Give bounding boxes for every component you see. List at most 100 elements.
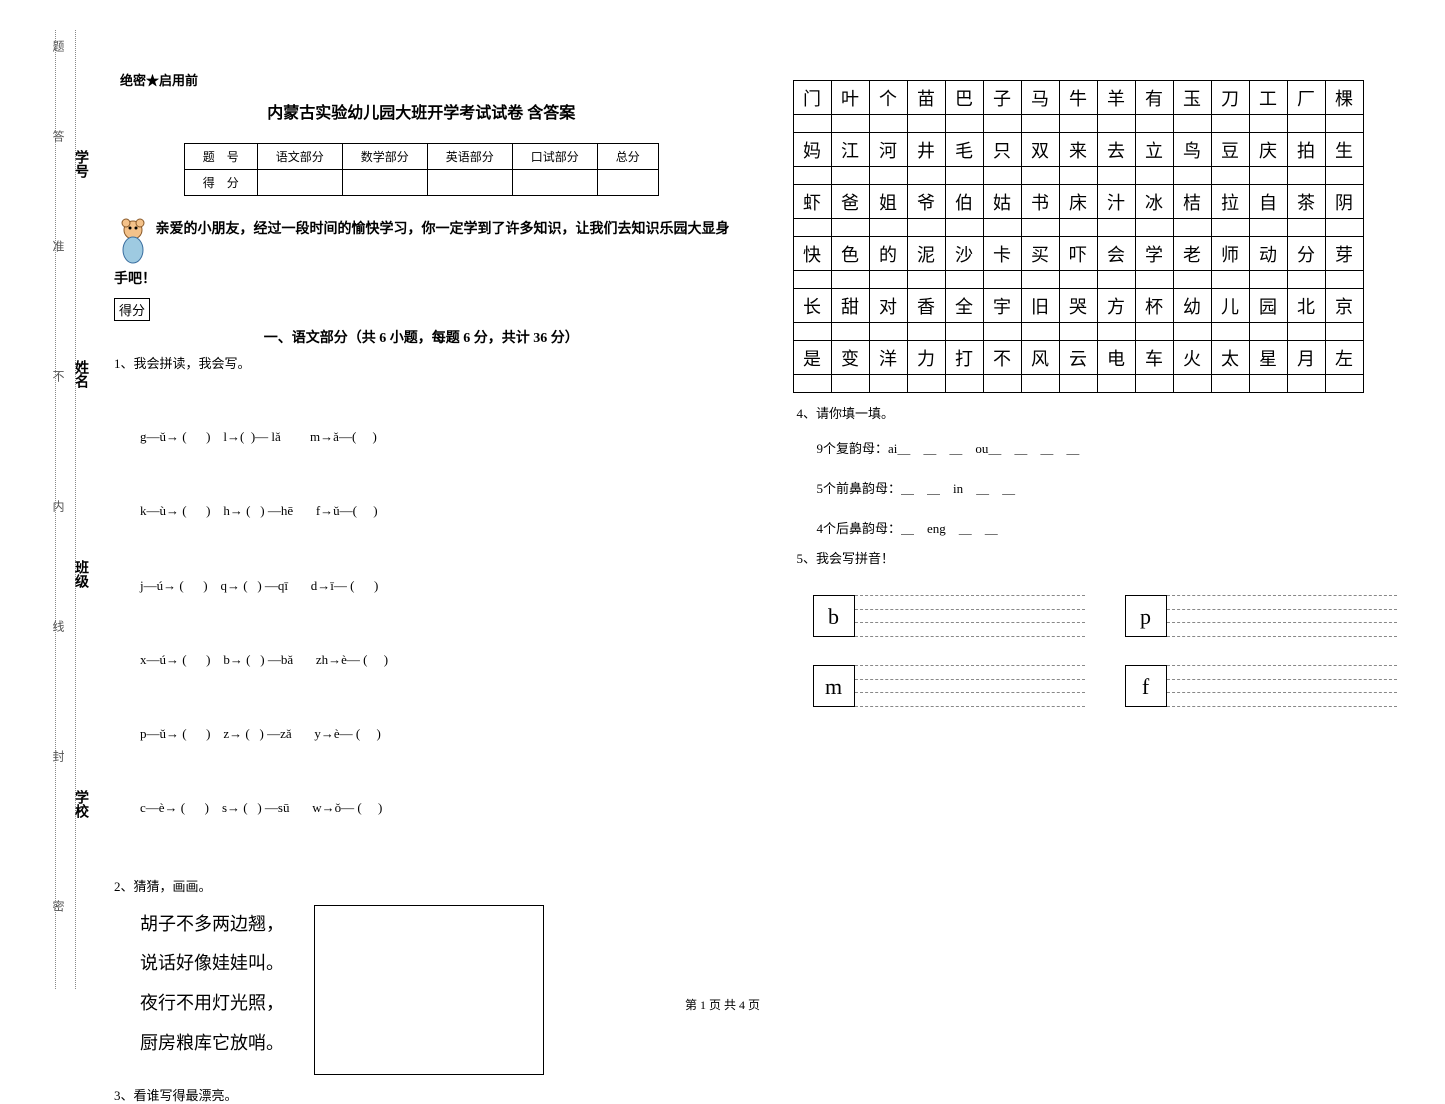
char-cell: 河 bbox=[869, 133, 907, 167]
char-cell: 爸 bbox=[831, 185, 869, 219]
table-gap-row bbox=[793, 323, 1363, 341]
pinyin-write-unit: m bbox=[813, 665, 1085, 707]
char-cell: 芽 bbox=[1325, 237, 1363, 271]
th: 数学部分 bbox=[342, 144, 427, 170]
char-cell: 牛 bbox=[1059, 81, 1097, 115]
pinyin-exercises: g—ǔ→ ( ) l→( )— lǎ m→ǎ—( ) k—ù→ ( ) h→ (… bbox=[140, 376, 733, 870]
question-2: 2、猜猜，画画。 bbox=[114, 876, 733, 895]
char-cell: 书 bbox=[1021, 185, 1059, 219]
char-cell: 洋 bbox=[869, 341, 907, 375]
char-cell: 打 bbox=[945, 341, 983, 375]
char-cell: 个 bbox=[869, 81, 907, 115]
char-cell: 京 bbox=[1325, 289, 1363, 323]
margin-field-label: 学校 bbox=[70, 790, 90, 818]
pinyin-write-unit: p bbox=[1125, 595, 1397, 637]
char-cell: 立 bbox=[1135, 133, 1173, 167]
row-label: 得 分 bbox=[184, 170, 257, 196]
char-cell: 买 bbox=[1021, 237, 1059, 271]
margin-label: 不 bbox=[50, 370, 67, 382]
char-cell: 沙 bbox=[945, 237, 983, 271]
question-5: 5、我会写拼音！ bbox=[797, 548, 1416, 567]
bear-icon bbox=[114, 216, 152, 266]
char-cell: 叶 bbox=[831, 81, 869, 115]
letter-box: p bbox=[1125, 595, 1167, 637]
char-cell: 北 bbox=[1287, 289, 1325, 323]
char-cell: 师 bbox=[1211, 237, 1249, 271]
table-gap-row bbox=[793, 375, 1363, 393]
section-heading: 一、语文部分（共 6 小题，每题 6 分，共计 36 分） bbox=[110, 327, 733, 347]
char-cell: 庆 bbox=[1249, 133, 1287, 167]
char-cell: 杯 bbox=[1135, 289, 1173, 323]
table-gap-row bbox=[793, 115, 1363, 133]
char-cell: 姑 bbox=[983, 185, 1021, 219]
char-cell: 学 bbox=[1135, 237, 1173, 271]
char-cell: 有 bbox=[1135, 81, 1173, 115]
char-cell: 井 bbox=[907, 133, 945, 167]
table-gap-row bbox=[793, 219, 1363, 237]
char-cell: 阴 bbox=[1325, 185, 1363, 219]
pinyin-row: k—ù→ ( ) h→ ( ) —hē f→ǔ—( ) bbox=[140, 499, 733, 524]
char-cell: 宇 bbox=[983, 289, 1021, 323]
margin-field-label: 班级 bbox=[70, 560, 90, 588]
char-cell: 火 bbox=[1173, 341, 1211, 375]
char-cell: 苗 bbox=[907, 81, 945, 115]
char-cell: 双 bbox=[1021, 133, 1059, 167]
four-line-grid bbox=[1167, 665, 1397, 707]
pinyin-row: j—ú→ ( ) q→ ( ) —qī d→ī— ( ) bbox=[140, 574, 733, 599]
char-cell: 门 bbox=[793, 81, 831, 115]
char-cell: 长 bbox=[793, 289, 831, 323]
char-cell: 动 bbox=[1249, 237, 1287, 271]
char-cell: 去 bbox=[1097, 133, 1135, 167]
fill-blank-3: 4个后鼻韵母：＿ eng ＿ ＿ bbox=[817, 516, 1416, 542]
margin-label: 密 bbox=[50, 900, 67, 912]
table-row: 妈江河井毛只双来去立鸟豆庆拍生 bbox=[793, 133, 1363, 167]
char-cell: 拍 bbox=[1287, 133, 1325, 167]
exam-title: 内蒙古实验幼儿园大班开学考试试卷 含答案 bbox=[110, 99, 733, 123]
char-cell: 马 bbox=[1021, 81, 1059, 115]
four-line-grid bbox=[855, 595, 1085, 637]
char-cell: 月 bbox=[1287, 341, 1325, 375]
char-cell: 左 bbox=[1325, 341, 1363, 375]
char-cell: 力 bbox=[907, 341, 945, 375]
char-cell: 方 bbox=[1097, 289, 1135, 323]
margin-field-label: 姓名 bbox=[70, 360, 90, 388]
char-cell: 车 bbox=[1135, 341, 1173, 375]
pinyin-row: c—è→ ( ) s→ ( ) —sū w→ǒ— ( ) bbox=[140, 796, 733, 821]
table-row: 长甜对香全宇旧哭方杯幼儿园北京 bbox=[793, 289, 1363, 323]
char-cell: 冰 bbox=[1135, 185, 1173, 219]
char-cell: 老 bbox=[1173, 237, 1211, 271]
riddle-text: 胡子不多两边翘， 说话好像娃娃叫。 夜行不用灯光照， 厨房粮库它放哨。 bbox=[140, 905, 284, 1063]
margin-label: 题 bbox=[50, 40, 67, 52]
table-row: 快色的泥沙卡买吓会学老师动分芽 bbox=[793, 237, 1363, 271]
margin-label: 线 bbox=[50, 620, 67, 632]
question-3: 3、看谁写得最漂亮。 bbox=[114, 1085, 733, 1104]
four-line-grid bbox=[855, 665, 1085, 707]
char-cell: 茶 bbox=[1287, 185, 1325, 219]
th: 总分 bbox=[597, 144, 658, 170]
char-cell: 是 bbox=[793, 341, 831, 375]
char-cell: 江 bbox=[831, 133, 869, 167]
riddle-line: 胡子不多两边翘， bbox=[140, 905, 284, 945]
score-box: 得分 bbox=[114, 298, 150, 321]
char-cell: 来 bbox=[1059, 133, 1097, 167]
char-cell: 巴 bbox=[945, 81, 983, 115]
fill-blank-1: 9个复韵母：ai＿ ＿ ＿ ou＿ ＿ ＿ ＿ bbox=[817, 436, 1416, 462]
character-table: 门叶个苗巴子马牛羊有玉刀工厂棵妈江河井毛只双来去立鸟豆庆拍生虾爸姐爷伯姑书床汁冰… bbox=[793, 80, 1364, 393]
left-column: 绝密★启用前 内蒙古实验幼儿园大班开学考试试卷 含答案 题 号 语文部分 数学部… bbox=[110, 20, 733, 989]
th: 口试部分 bbox=[512, 144, 597, 170]
margin-label: 封 bbox=[50, 750, 67, 762]
char-cell: 变 bbox=[831, 341, 869, 375]
char-cell: 全 bbox=[945, 289, 983, 323]
char-cell: 生 bbox=[1325, 133, 1363, 167]
char-cell: 电 bbox=[1097, 341, 1135, 375]
question-1: 1、我会拼读，我会写。 bbox=[114, 353, 733, 372]
table-row: 虾爸姐爷伯姑书床汁冰桔拉自茶阴 bbox=[793, 185, 1363, 219]
riddle-line: 厨房粮库它放哨。 bbox=[140, 1024, 284, 1064]
char-cell: 不 bbox=[983, 341, 1021, 375]
char-cell: 桔 bbox=[1173, 185, 1211, 219]
right-column: 门叶个苗巴子马牛羊有玉刀工厂棵妈江河井毛只双来去立鸟豆庆拍生虾爸姐爷伯姑书床汁冰… bbox=[793, 20, 1416, 989]
char-cell: 对 bbox=[869, 289, 907, 323]
secret-label: 绝密★启用前 bbox=[120, 70, 733, 89]
binding-margin: 题 答 学号 准 不 姓名 内 班级 线 封 学校 密 bbox=[0, 0, 100, 1019]
letter-box: b bbox=[813, 595, 855, 637]
